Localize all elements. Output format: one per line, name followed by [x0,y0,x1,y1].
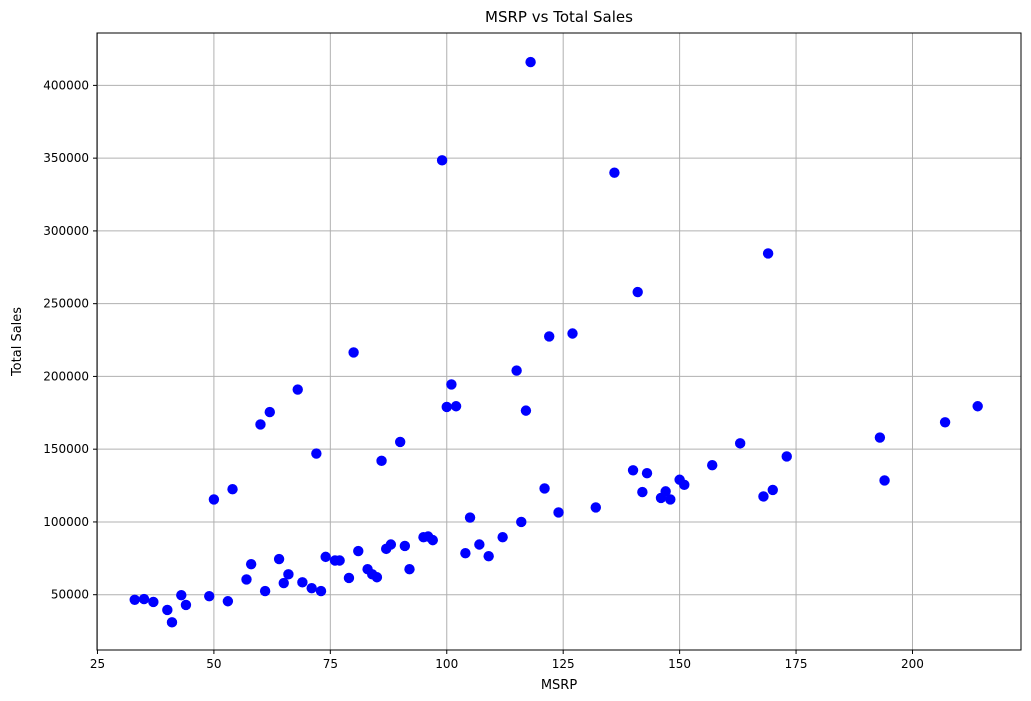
scatter-point [371,572,383,583]
scatter-point [427,534,438,546]
y-tick-label: 250000 [43,297,89,311]
scatter-point [627,465,639,476]
scatter-point [762,248,774,259]
scatter-point [222,596,234,607]
scatter-point [544,331,555,342]
x-axis-ticks: 25 50 75 100 125 150 175 200 [90,650,924,671]
scatter-point [781,451,792,462]
x-tick-label: 75 [323,657,338,671]
scatter-point [204,590,215,602]
scatter-point [404,564,415,575]
scatter-point [679,479,690,491]
scatter-point [278,577,289,589]
scatter-point [348,347,359,358]
scatter-point [399,540,411,552]
scatter-point [148,596,159,608]
scatter-point [511,365,522,376]
x-tick-label: 125 [552,657,575,671]
scatter-point [292,384,303,395]
scatter-point [520,405,532,416]
scatter-point [609,167,620,178]
scatter-point [516,516,527,528]
scatter-point [334,555,345,566]
scatter-point [474,539,485,550]
x-tick-label: 200 [901,657,924,671]
scatter-point [660,486,671,497]
scatter-point [641,467,653,479]
scatter-point [590,502,601,513]
scatter-point [166,617,178,628]
y-tick-label: 300000 [43,224,89,238]
scatter-point [436,155,448,166]
scatter-point [637,486,648,498]
y-tick-label: 200000 [43,369,89,383]
y-axis-ticks: 50000 100000 150000 200000 250000 300000 35000… [43,78,97,602]
scatter-point [707,459,718,471]
scatter-point [353,545,364,557]
x-tick-label: 175 [785,657,808,671]
y-tick-label: 150000 [43,442,89,456]
scatter-point [376,455,387,467]
y-tick-label: 400000 [43,78,89,92]
x-axis-label: MSRP [541,678,578,693]
y-axis-label: Total Sales [10,307,25,377]
scatter-point [525,56,536,68]
scatter-point [245,558,257,570]
scatter-point [758,491,769,502]
scatter-point [283,569,294,580]
x-tick-label: 25 [90,657,105,671]
grid-layer [96,33,1021,650]
scatter-point [497,532,508,543]
scatter-point [567,328,578,339]
scatter-point [874,432,886,443]
scatter-point [665,494,676,505]
y-tick-label: 50000 [51,588,89,602]
scatter-point [939,417,951,428]
scatter-point [394,436,406,448]
scatter-point [385,539,397,550]
scatter-point [879,475,890,486]
scatter-point [553,507,564,518]
scatter-point [450,401,462,412]
scatter-point [306,582,317,594]
y-tick-label: 350000 [43,151,89,165]
scatter-point [297,577,308,588]
chart-title: MSRP vs Total Sales [485,8,633,26]
scatter-point [343,572,355,584]
scatter-point [972,401,983,412]
scatter-point [632,286,643,298]
scatter-point [441,401,452,413]
scatter-point [227,484,238,495]
scatter-point [129,594,140,605]
x-tick-label: 150 [668,657,691,671]
x-tick-label: 50 [206,657,221,671]
y-tick-label: 100000 [43,515,89,529]
scatter-point [446,379,457,390]
scatter-point [320,551,331,563]
scatter-point [311,448,322,459]
plot-frame [96,32,1022,651]
scatter-point [180,599,192,611]
scatter-point [162,604,173,616]
scatter-point [315,585,327,597]
scatter-point [464,512,476,523]
scatter-point [208,494,220,505]
data-points [129,56,983,628]
scatter-point [734,438,746,449]
x-tick-label: 100 [435,657,458,671]
scatter-point [767,484,778,496]
scatter-point [460,548,471,559]
scatter-point [241,574,252,585]
scatter-point [483,550,494,562]
scatter-point [539,483,550,494]
scatter-point [264,406,275,418]
scatter-point [255,419,266,430]
scatter-point [138,593,150,605]
scatter-point [176,589,187,601]
scatter-point [259,585,271,597]
scatter-point [273,553,285,565]
